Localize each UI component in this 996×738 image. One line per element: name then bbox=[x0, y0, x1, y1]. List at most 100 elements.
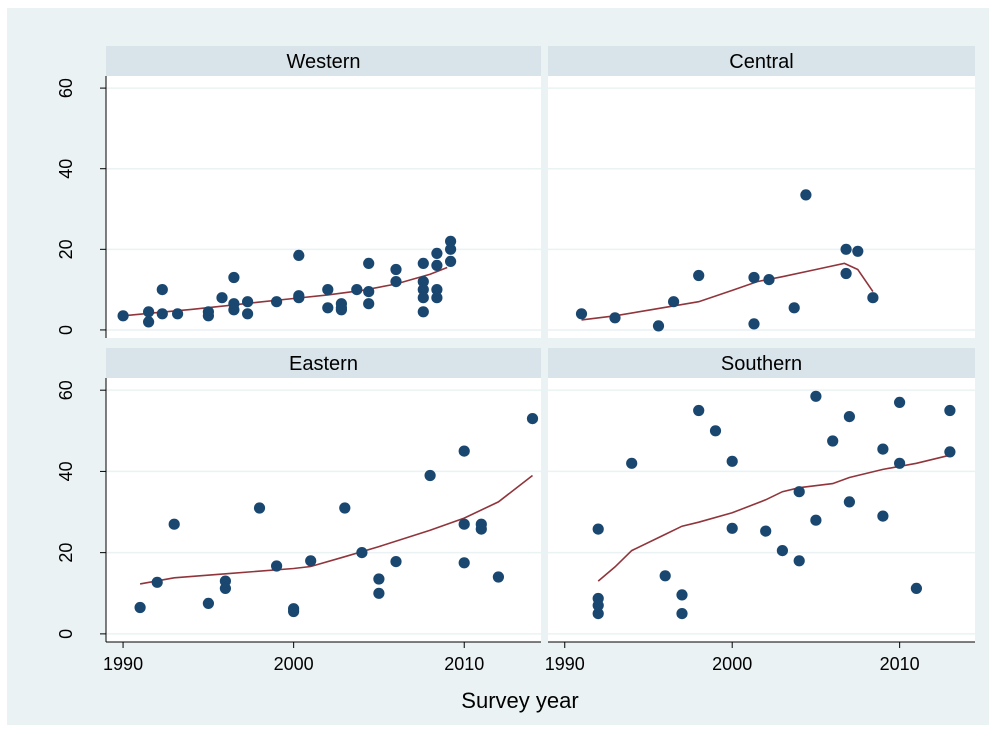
plot-area bbox=[548, 76, 975, 338]
data-point bbox=[151, 576, 163, 588]
data-point bbox=[800, 189, 812, 201]
facet-title: Southern bbox=[721, 353, 802, 375]
x-tick-label: 2010 bbox=[444, 654, 484, 674]
data-point bbox=[143, 316, 155, 328]
data-point bbox=[373, 573, 385, 585]
facet-panel: Central bbox=[548, 46, 975, 338]
data-point bbox=[335, 302, 347, 314]
data-point bbox=[390, 263, 402, 276]
data-point bbox=[293, 290, 305, 302]
data-point bbox=[693, 404, 705, 417]
y-tick-label: 20 bbox=[56, 239, 76, 259]
data-point bbox=[776, 545, 789, 557]
data-point bbox=[676, 589, 688, 601]
data-point bbox=[894, 457, 906, 469]
data-point bbox=[526, 413, 539, 425]
data-point bbox=[363, 257, 375, 269]
data-point bbox=[143, 306, 155, 318]
facet-panel: Eastern bbox=[106, 348, 541, 642]
plot-area bbox=[106, 76, 541, 338]
y-tick-label: 20 bbox=[56, 543, 76, 563]
facet-header bbox=[548, 348, 975, 378]
data-point bbox=[271, 296, 283, 308]
facet-header bbox=[106, 348, 541, 378]
data-point bbox=[709, 425, 722, 437]
data-point bbox=[417, 292, 429, 304]
data-point bbox=[271, 560, 283, 572]
data-point bbox=[852, 245, 864, 257]
data-point bbox=[760, 525, 772, 537]
data-point bbox=[668, 296, 680, 308]
y-tick-label: 40 bbox=[56, 461, 76, 481]
data-point bbox=[363, 298, 375, 310]
data-point bbox=[356, 547, 368, 559]
fit-line bbox=[597, 454, 951, 582]
facet-header bbox=[106, 46, 541, 76]
data-point bbox=[288, 605, 300, 618]
y-tick-label: 0 bbox=[56, 325, 76, 335]
data-point bbox=[417, 257, 429, 269]
data-point bbox=[827, 435, 839, 447]
y-tick-label: 0 bbox=[56, 629, 76, 639]
data-point bbox=[944, 404, 956, 417]
data-point bbox=[840, 243, 852, 255]
facet-title: Eastern bbox=[289, 353, 358, 375]
y-tick-label: 60 bbox=[56, 380, 76, 400]
x-tick-label: 1990 bbox=[545, 654, 585, 674]
data-point bbox=[322, 302, 334, 314]
data-point bbox=[458, 518, 470, 530]
data-point bbox=[339, 502, 351, 514]
data-point bbox=[458, 557, 470, 569]
data-point bbox=[793, 486, 805, 498]
x-tick-label: 1990 bbox=[103, 654, 143, 674]
data-point bbox=[134, 601, 146, 614]
data-point bbox=[305, 555, 317, 567]
x-tick-label: 2000 bbox=[274, 654, 314, 674]
data-point bbox=[445, 235, 457, 247]
data-point bbox=[492, 571, 504, 583]
data-point bbox=[458, 445, 470, 457]
facet-header bbox=[548, 46, 975, 76]
data-point bbox=[840, 267, 852, 280]
data-point bbox=[894, 396, 906, 408]
data-point bbox=[242, 296, 254, 308]
data-point bbox=[475, 523, 487, 535]
facet-title: Western bbox=[286, 51, 360, 73]
data-point bbox=[609, 312, 621, 324]
facet-panel: Western bbox=[106, 46, 541, 338]
data-point bbox=[424, 469, 436, 482]
x-axis-label: Survey year bbox=[461, 688, 578, 713]
data-point bbox=[216, 292, 228, 304]
data-point bbox=[810, 514, 822, 526]
data-point bbox=[228, 271, 240, 284]
data-point bbox=[592, 523, 604, 535]
y-tick-label: 40 bbox=[56, 159, 76, 179]
data-point bbox=[793, 555, 805, 567]
plot-area bbox=[548, 378, 975, 642]
data-point bbox=[219, 582, 231, 595]
data-point bbox=[363, 286, 375, 298]
data-point bbox=[168, 518, 180, 530]
x-tick-label: 2000 bbox=[712, 654, 752, 674]
data-point bbox=[726, 455, 738, 467]
data-point bbox=[431, 284, 443, 296]
data-point bbox=[575, 308, 588, 320]
data-point bbox=[726, 522, 738, 534]
axes: 0 20 40 60 0 20 40 60 1990 2000 2010 1990 2000 2010 bbox=[56, 76, 975, 674]
data-point bbox=[676, 608, 688, 620]
data-point bbox=[228, 298, 240, 310]
data-point bbox=[877, 443, 889, 455]
facet-panel: Southern bbox=[548, 348, 975, 642]
data-point bbox=[202, 597, 214, 610]
data-point bbox=[172, 308, 184, 320]
data-point bbox=[652, 320, 665, 332]
data-point bbox=[253, 502, 266, 514]
data-point bbox=[293, 249, 305, 261]
data-point bbox=[877, 510, 889, 522]
plot-area bbox=[106, 378, 541, 642]
data-point bbox=[322, 284, 334, 296]
data-point bbox=[445, 243, 457, 255]
data-point bbox=[431, 259, 443, 271]
data-point bbox=[748, 318, 760, 330]
